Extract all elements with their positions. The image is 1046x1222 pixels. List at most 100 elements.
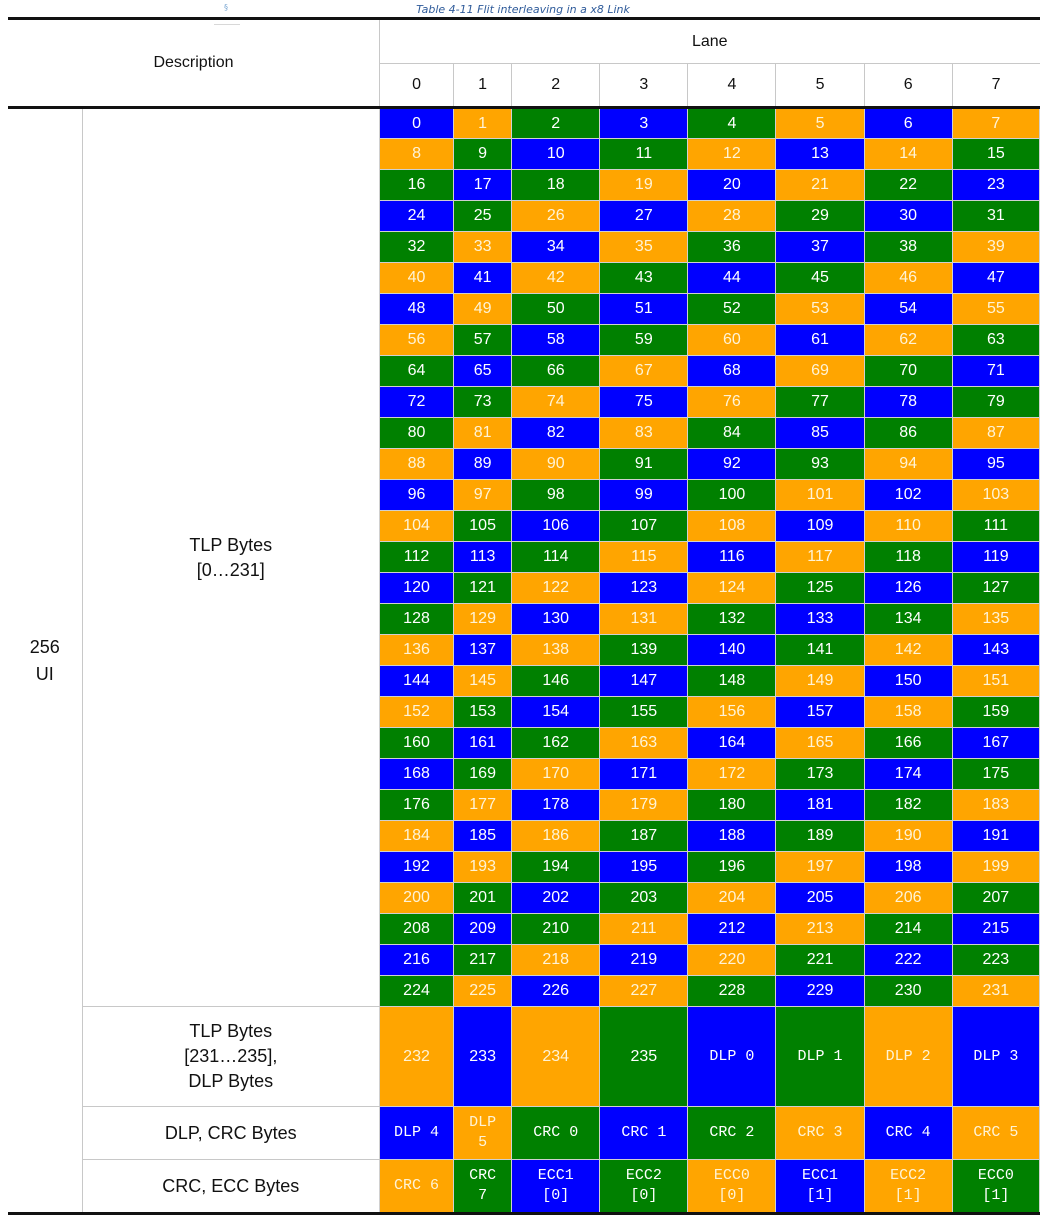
byte-cell: 8 xyxy=(378,138,455,170)
byte-cell: 21 xyxy=(775,169,865,201)
byte-cell: 183 xyxy=(951,789,1041,821)
table-row: 48 49 50 51 52 53 54 55 xyxy=(8,293,1041,325)
byte-cell: 86 xyxy=(863,417,953,449)
byte-cell: 234 xyxy=(511,1006,601,1107)
byte-cell: 162 xyxy=(511,727,601,759)
byte-cell: 75 xyxy=(599,386,689,418)
table-row: 160 161 162 163 164 165 166 167 xyxy=(8,727,1041,759)
byte-cell: 142 xyxy=(863,634,953,666)
table-row: 152 153 154 155 156 157 158 159 xyxy=(8,696,1041,728)
byte-cell: 109 xyxy=(775,510,865,542)
byte-cell: 194 xyxy=(511,851,601,883)
byte-cell: 178 xyxy=(511,789,601,821)
byte-cell: 69 xyxy=(775,355,865,387)
byte-cell: 28 xyxy=(687,200,777,232)
byte-cell: 60 xyxy=(687,324,777,356)
byte-cell: 29 xyxy=(775,200,865,232)
byte-cell: 145 xyxy=(453,665,513,697)
byte-cell: 32 xyxy=(378,231,455,263)
byte-cell: 76 xyxy=(687,386,777,418)
byte-cell: 149 xyxy=(775,665,865,697)
byte-cell: 209 xyxy=(453,913,513,945)
byte-cell: 64 xyxy=(378,355,455,387)
byte-cell: 157 xyxy=(775,696,865,728)
byte-cell: 70 xyxy=(863,355,953,387)
byte-cell: 78 xyxy=(863,386,953,418)
byte-cell: 9 xyxy=(453,138,513,170)
byte-cell: 201 xyxy=(453,882,513,914)
byte-cell: 126 xyxy=(863,572,953,604)
byte-cell: 207 xyxy=(951,882,1041,914)
byte-cell: 212 xyxy=(687,913,777,945)
byte-cell: 99 xyxy=(599,479,689,511)
byte-cell: 119 xyxy=(951,541,1041,573)
byte-cell: ECC0 [1] xyxy=(951,1159,1041,1215)
byte-cell: 232 xyxy=(378,1006,455,1107)
byte-cell: 13 xyxy=(775,138,865,170)
byte-cell: 26 xyxy=(511,200,601,232)
byte-cell: 163 xyxy=(599,727,689,759)
row-description: TLP Bytes [0…231] xyxy=(81,107,380,1007)
byte-cell: 10 xyxy=(511,138,601,170)
byte-cell: 65 xyxy=(453,355,513,387)
lane-number-header: 4 xyxy=(687,63,776,109)
table-caption: § Table 4-11 Flit interleaving in a x8 L… xyxy=(0,2,1046,25)
byte-cell: 37 xyxy=(775,231,865,263)
byte-cell: 223 xyxy=(951,944,1041,976)
byte-cell: 107 xyxy=(599,510,689,542)
byte-cell: 35 xyxy=(599,231,689,263)
row-description: CRC, ECC Bytes xyxy=(81,1159,380,1215)
byte-cell: 171 xyxy=(599,758,689,790)
byte-cell: 182 xyxy=(863,789,953,821)
byte-cell: 85 xyxy=(775,417,865,449)
byte-cell: 134 xyxy=(863,603,953,635)
byte-cell: 47 xyxy=(951,262,1041,294)
byte-cell: 22 xyxy=(863,169,953,201)
byte-cell: DLP 0 xyxy=(687,1006,777,1107)
byte-cell: 230 xyxy=(863,975,953,1007)
table-row: 256 UI TLP Bytes [0…231] 0 1 2 3 4 5 6 7 xyxy=(8,107,1041,1215)
byte-cell: 113 xyxy=(453,541,513,573)
byte-cell: 132 xyxy=(687,603,777,635)
table-row: 96 97 98 99 100 101 102 103 xyxy=(8,479,1041,511)
byte-cell: 147 xyxy=(599,665,689,697)
byte-cell: 33 xyxy=(453,231,513,263)
table-row: 40 41 42 43 44 45 46 47 xyxy=(8,262,1041,294)
byte-cell: 88 xyxy=(378,448,455,480)
byte-cell: 104 xyxy=(378,510,455,542)
byte-cell: 220 xyxy=(687,944,777,976)
byte-cell: 79 xyxy=(951,386,1041,418)
table-row: 192 193 194 195 196 197 198 199 xyxy=(8,851,1041,883)
byte-cell: 167 xyxy=(951,727,1041,759)
byte-cell: 169 xyxy=(453,758,513,790)
byte-cell: 19 xyxy=(599,169,689,201)
byte-cell: DLP 2 xyxy=(863,1006,953,1107)
byte-cell: 7 xyxy=(951,107,1041,139)
byte-cell: 67 xyxy=(599,355,689,387)
byte-cell: 115 xyxy=(599,541,689,573)
byte-cell: 192 xyxy=(378,851,455,883)
description-header: Description xyxy=(8,17,380,109)
byte-cell: 161 xyxy=(453,727,513,759)
byte-cell: 205 xyxy=(775,882,865,914)
byte-cell: 77 xyxy=(775,386,865,418)
byte-cell: 153 xyxy=(453,696,513,728)
byte-cell: 179 xyxy=(599,789,689,821)
byte-cell: 158 xyxy=(863,696,953,728)
table-row: 200 201 202 203 204 205 206 207 xyxy=(8,882,1041,914)
byte-cell: 5 xyxy=(775,107,865,139)
byte-cell: CRC 3 xyxy=(775,1106,865,1160)
byte-cell: 128 xyxy=(378,603,455,635)
byte-cell: DLP 5 xyxy=(453,1106,513,1160)
byte-cell: 154 xyxy=(511,696,601,728)
byte-cell: 93 xyxy=(775,448,865,480)
byte-cell: 165 xyxy=(775,727,865,759)
byte-cell: 102 xyxy=(863,479,953,511)
byte-cell: 81 xyxy=(453,417,513,449)
byte-cell: 172 xyxy=(687,758,777,790)
byte-cell: 181 xyxy=(775,789,865,821)
table-row: 80 81 82 83 84 85 86 87 xyxy=(8,417,1041,449)
byte-cell: 114 xyxy=(511,541,601,573)
byte-cell: 52 xyxy=(687,293,777,325)
byte-cell: 190 xyxy=(863,820,953,852)
